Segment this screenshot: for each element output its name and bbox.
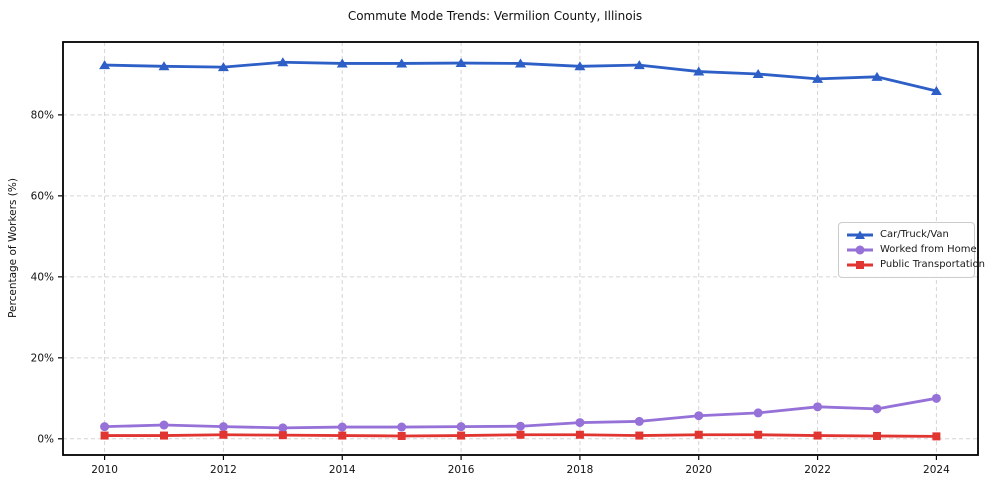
svg-text:2012: 2012	[210, 464, 237, 476]
svg-text:2016: 2016	[448, 464, 475, 476]
svg-text:60%: 60%	[31, 190, 54, 202]
svg-text:80%: 80%	[31, 109, 54, 121]
svg-text:2020: 2020	[685, 464, 712, 476]
svg-text:20%: 20%	[31, 352, 54, 364]
legend-item-car-truck-van: Car/Truck/Van	[846, 229, 967, 241]
chart-title: Commute Mode Trends: Vermilion County, I…	[347, 9, 643, 23]
legend-item-public-transportation: Public Transportation	[846, 259, 985, 271]
svg-text:0%: 0%	[37, 433, 54, 445]
circle-marker-icon	[847, 245, 873, 255]
triangle-marker-icon	[847, 230, 873, 239]
svg-text:40%: 40%	[31, 271, 54, 283]
svg-text:2024: 2024	[923, 464, 950, 476]
svg-text:2018: 2018	[567, 464, 594, 476]
legend-item-worked-from-home: Worked from Home	[846, 244, 977, 256]
legend-label: Car/Truck/Van	[880, 229, 949, 240]
legend-label: Public Transportation	[880, 259, 985, 270]
svg-text:2014: 2014	[329, 464, 356, 476]
legend-label: Worked from Home	[880, 244, 977, 255]
svg-text:2022: 2022	[804, 464, 831, 476]
legend: Car/Truck/Van Worked from Home Public Tr…	[838, 222, 985, 278]
svg-text:2010: 2010	[91, 464, 118, 476]
square-marker-icon	[847, 261, 873, 269]
